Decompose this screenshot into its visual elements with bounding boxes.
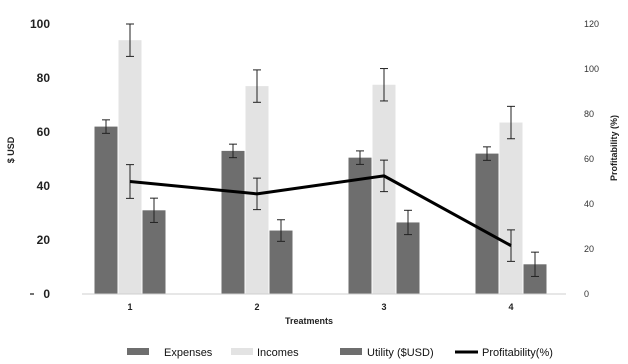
legend-label-utility: Utility ($USD): [367, 347, 434, 359]
legend: Expenses Incomes Utility ($USD) Profitab…: [127, 347, 553, 359]
utility-usd-bar-2: [269, 230, 293, 294]
legend-label-profitability: Profitability(%): [482, 347, 553, 359]
legend-swatch-utility: [340, 348, 362, 355]
y2-tick-label-60: 60: [584, 154, 594, 164]
left-axis-ticks: 0 20 40 60 80 100: [30, 17, 50, 301]
y-tick-label-60: 60: [37, 125, 51, 139]
y-tick-label-80: 80: [37, 71, 51, 85]
x-tick-label-3: 3: [381, 302, 386, 312]
error-bars-layer: [102, 23, 539, 277]
expenses-bar-2: [221, 150, 245, 294]
profitability-line: [129, 174, 512, 247]
y2-tick-label-0: 0: [584, 289, 589, 299]
legend-label-incomes: Incomes: [257, 347, 299, 359]
y-tick-label-100: 100: [30, 17, 50, 31]
y-tick-label-20: 20: [37, 233, 51, 247]
expenses-bar-4: [475, 153, 499, 294]
x-tick-label-1: 1: [127, 302, 132, 312]
legend-swatch-expenses: [127, 348, 149, 355]
y-tick-label-0: 0: [43, 287, 50, 301]
legend-label-expenses: Expenses: [164, 347, 213, 359]
bars-layer: [94, 40, 547, 295]
expenses-bar-1: [94, 126, 118, 294]
x-tick-label-2: 2: [254, 302, 259, 312]
x-axis-ticks: 1 2 3 4: [127, 302, 513, 312]
y-tick-label-40: 40: [37, 179, 51, 193]
y2-tick-label-40: 40: [584, 199, 594, 209]
legend-swatch-incomes: [231, 348, 253, 355]
profitability-line-layer: [129, 174, 512, 247]
utility-usd-bar-1: [142, 210, 166, 294]
x-axis-title: Treatments: [285, 316, 333, 326]
right-axis-ticks: 0 20 40 60 80 100 120: [584, 19, 599, 299]
y-axis-title: $ USD: [6, 136, 16, 163]
incomes-bar-4: [499, 122, 523, 294]
y2-tick-label-120: 120: [584, 19, 599, 29]
y2-tick-label-100: 100: [584, 64, 599, 74]
y2-tick-label-20: 20: [584, 244, 594, 254]
y2-axis-title: Profitability (%): [609, 115, 619, 181]
expenses-bar-3: [348, 157, 372, 294]
utility-usd-bar-3: [396, 222, 420, 294]
y2-tick-label-80: 80: [584, 109, 594, 119]
x-tick-label-4: 4: [508, 302, 513, 312]
utility-usd-bar-4: [523, 264, 547, 294]
